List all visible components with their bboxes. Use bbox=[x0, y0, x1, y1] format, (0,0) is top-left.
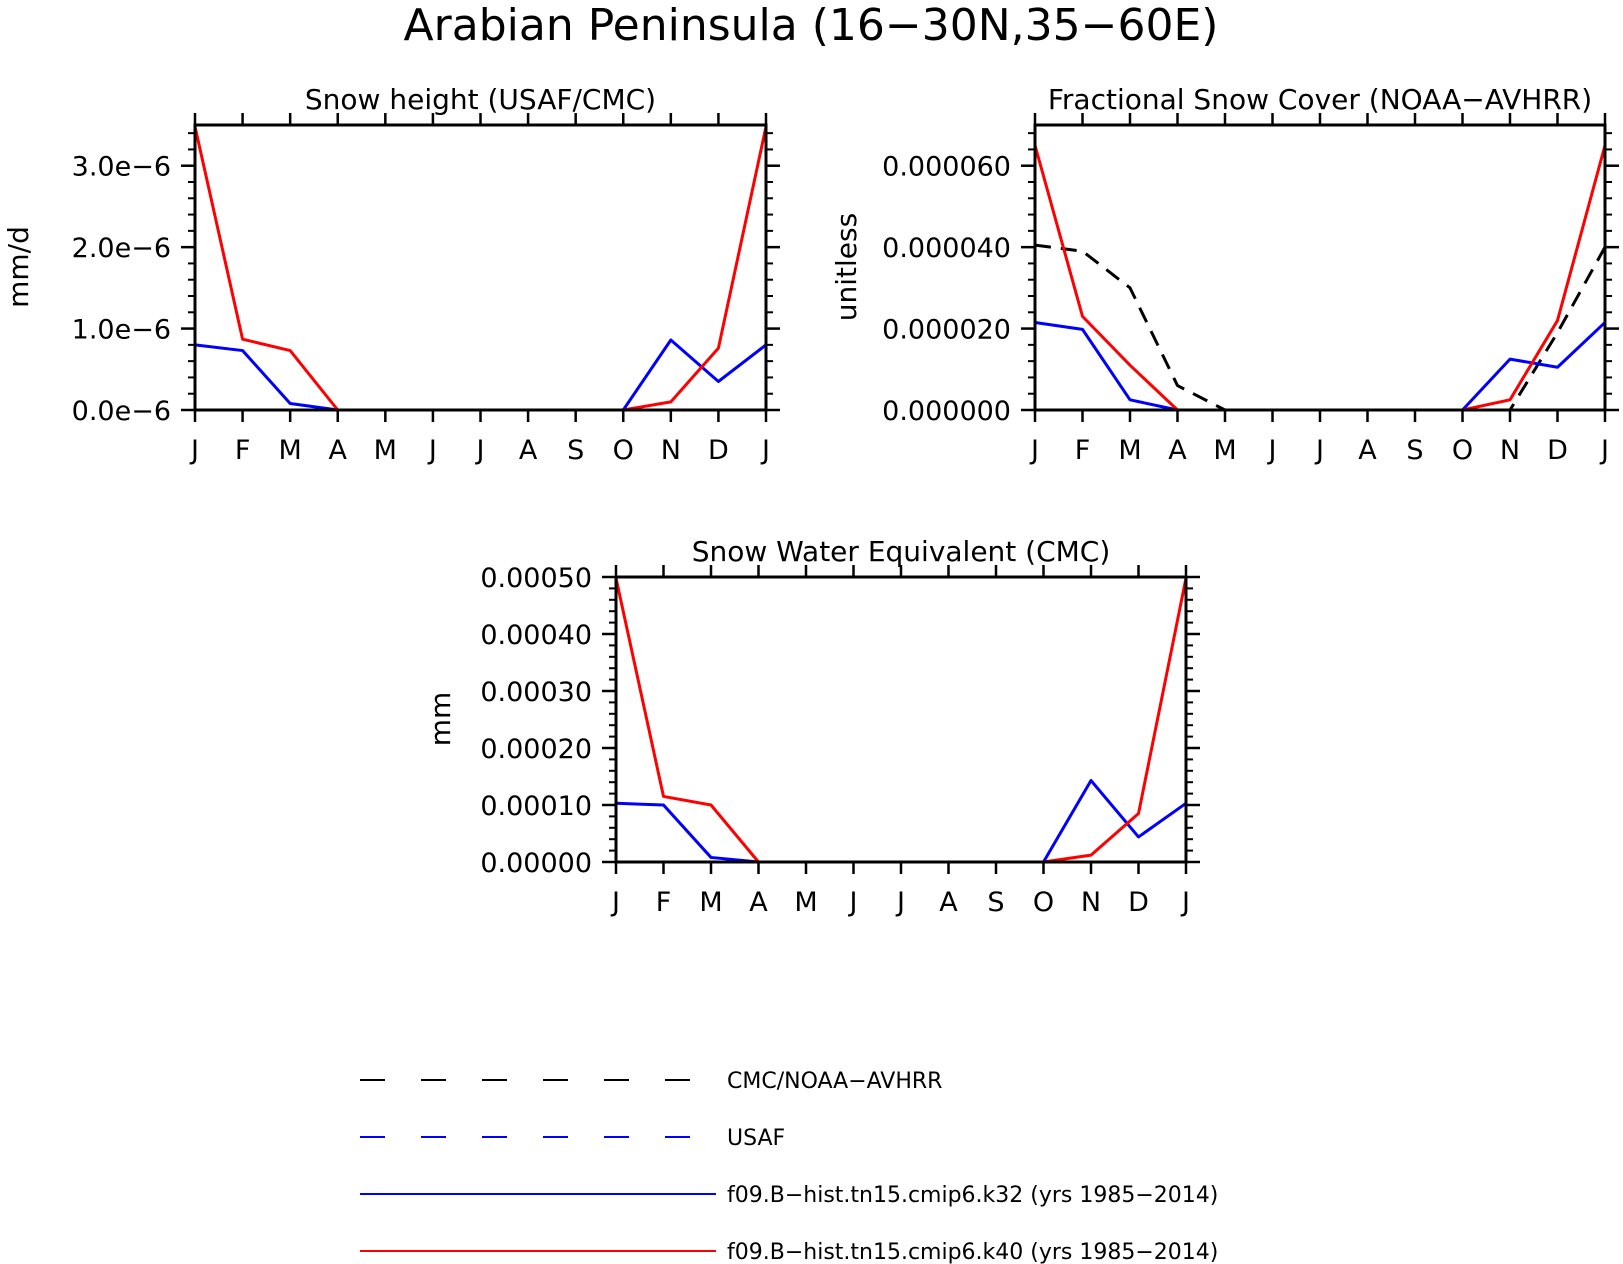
x-tick-label: M bbox=[794, 887, 817, 918]
y-axis-label: unitless bbox=[830, 213, 863, 321]
x-tick-label: S bbox=[567, 435, 584, 466]
y-tick-label: 0.000020 bbox=[882, 315, 1011, 346]
x-tick-label: A bbox=[329, 435, 348, 466]
main-title: Arabian Peninsula (16−30N,35−60E) bbox=[404, 0, 1219, 51]
y-tick-label: 0.000060 bbox=[882, 152, 1011, 183]
legend-label-1: USAF bbox=[727, 1126, 785, 1151]
y-tick-label: 0.0e−6 bbox=[72, 396, 171, 427]
x-tick-label: F bbox=[235, 435, 251, 466]
x-tick-label: N bbox=[1500, 435, 1520, 466]
x-tick-label: D bbox=[1128, 887, 1149, 918]
y-tick-label: 2.0e−6 bbox=[72, 233, 171, 264]
x-tick-label: J bbox=[895, 887, 905, 918]
y-tick-label: 3.0e−6 bbox=[72, 152, 171, 183]
x-tick-label: J bbox=[610, 887, 620, 918]
panel-title: Fractional Snow Cover (NOAA−AVHRR) bbox=[1048, 83, 1592, 116]
x-tick-label: J bbox=[1599, 435, 1609, 466]
series-line-0 bbox=[615, 778, 1187, 864]
y-axis-label: mm bbox=[424, 692, 457, 747]
x-tick-label: M bbox=[699, 887, 722, 918]
x-tick-label: J bbox=[475, 435, 485, 466]
x-tick-label: A bbox=[939, 887, 958, 918]
x-tick-label: M bbox=[1213, 435, 1236, 466]
x-tick-label: D bbox=[708, 435, 729, 466]
panel-snow-height: Snow height (USAF/CMC)mm/dJ F M A M J J A S O N D J0… bbox=[2, 83, 780, 466]
x-tick-label: J bbox=[427, 435, 437, 466]
y-tick-label: 0.00020 bbox=[480, 734, 592, 765]
series-line-2 bbox=[1033, 144, 1607, 412]
x-tick-label: M bbox=[279, 435, 302, 466]
y-tick-label: 0.000000 bbox=[882, 396, 1011, 427]
y-tick-label: 0.000040 bbox=[882, 233, 1011, 264]
legend-label-2: f09.B−hist.tn15.cmip6.k32 (yrs 1985−2014… bbox=[727, 1183, 1218, 1208]
y-tick-label: 1.0e−6 bbox=[72, 315, 171, 346]
y-axis-label: mm/d bbox=[2, 226, 35, 308]
y-tick-label: 0.00000 bbox=[480, 848, 592, 879]
legend-label-3: f09.B−hist.tn15.cmip6.k40 (yrs 1985−2014… bbox=[727, 1240, 1218, 1264]
plot-frame bbox=[193, 123, 768, 412]
series-line-1 bbox=[1034, 320, 1607, 412]
panel-title: Snow Water Equivalent (CMC) bbox=[692, 535, 1111, 568]
x-tick-label: A bbox=[519, 435, 538, 466]
y-tick-label: 0.00040 bbox=[480, 620, 592, 651]
series-line-1 bbox=[614, 577, 1188, 864]
x-tick-label: F bbox=[656, 887, 672, 918]
x-tick-label: N bbox=[661, 435, 681, 466]
x-tick-label: J bbox=[848, 887, 858, 918]
panel-snow-water-equivalent: Snow Water Equivalent (CMC)mmJ F M A M J J A S O N… bbox=[424, 535, 1200, 918]
y-tick-label: 0.00030 bbox=[480, 677, 592, 708]
x-tick-label: O bbox=[613, 435, 634, 466]
x-tick-label: A bbox=[1358, 435, 1377, 466]
x-tick-label: M bbox=[1118, 435, 1141, 466]
x-tick-label: O bbox=[1033, 887, 1054, 918]
x-tick-label: S bbox=[1406, 435, 1423, 466]
x-tick-label: J bbox=[1267, 435, 1277, 466]
x-tick-label: S bbox=[987, 887, 1004, 918]
x-tick-label: F bbox=[1075, 435, 1091, 466]
x-tick-label: J bbox=[1314, 435, 1324, 466]
x-tick-label: J bbox=[189, 435, 199, 466]
series-line-0 bbox=[194, 338, 767, 412]
x-tick-label: N bbox=[1081, 887, 1101, 918]
y-tick-label: 0.00010 bbox=[480, 791, 592, 822]
x-tick-label: A bbox=[1168, 435, 1187, 466]
plot-frame bbox=[614, 575, 1188, 864]
x-tick-label: A bbox=[749, 887, 768, 918]
x-tick-label: J bbox=[1180, 887, 1190, 918]
series-line-1 bbox=[193, 126, 768, 412]
y-tick-label: 0.00050 bbox=[480, 563, 592, 594]
x-tick-label: O bbox=[1452, 435, 1473, 466]
plot-frame bbox=[1033, 123, 1607, 412]
panel-title: Snow height (USAF/CMC) bbox=[305, 83, 656, 116]
x-tick-label: M bbox=[374, 435, 397, 466]
legend-label-0: CMC/NOAA−AVHRR bbox=[727, 1069, 942, 1094]
x-tick-label: J bbox=[1029, 435, 1039, 466]
x-tick-label: D bbox=[1547, 435, 1568, 466]
x-tick-label: J bbox=[760, 435, 770, 466]
legend: CMC/NOAA−AVHRR USAF f09.B−hist.tn15.cmip6.… bbox=[360, 1069, 1218, 1264]
panel-fractional-snow-cover: Fractional Snow Cover (NOAA−AVHRR) unitle… bbox=[830, 83, 1619, 466]
